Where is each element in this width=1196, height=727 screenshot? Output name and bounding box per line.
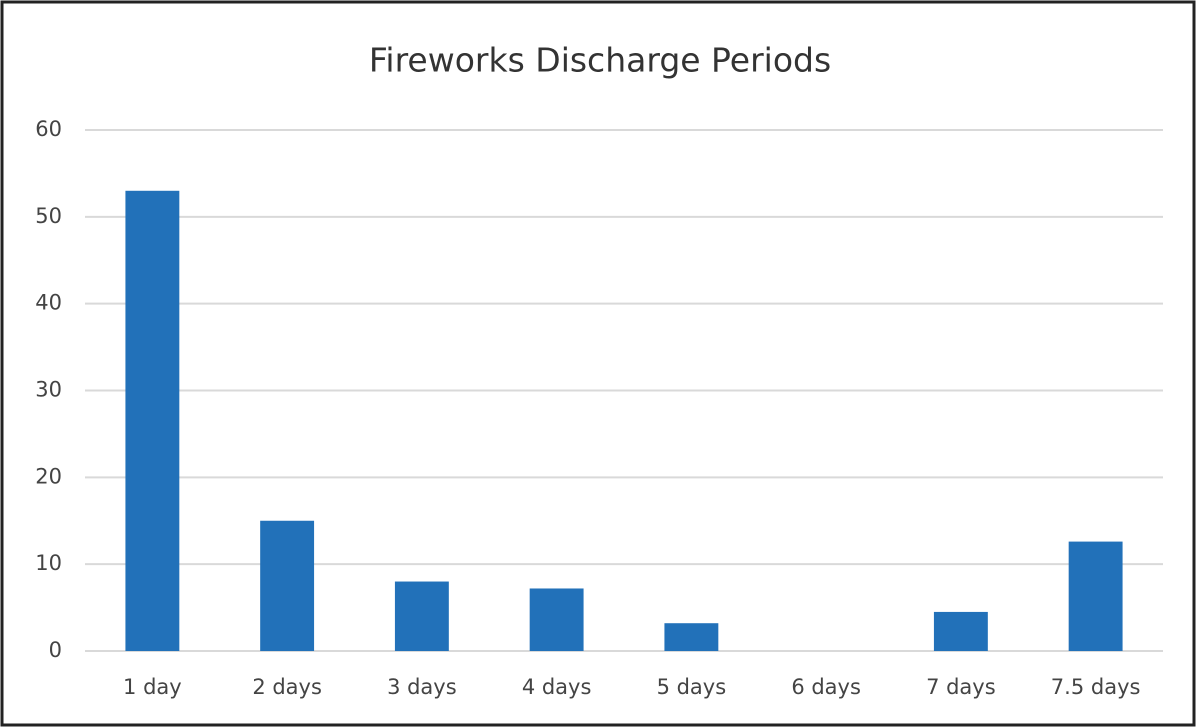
bar <box>260 520 315 651</box>
y-tick-label: 50 <box>35 204 62 228</box>
y-tick-label: 10 <box>35 551 62 575</box>
x-tick-label: 4 days <box>522 675 592 699</box>
bar <box>664 623 719 651</box>
bar <box>933 611 988 651</box>
chart-title: Fireworks Discharge Periods <box>369 41 831 80</box>
x-tick-label: 1 day <box>123 675 182 699</box>
x-tick-label: 6 days <box>791 675 861 699</box>
x-tick-label: 7 days <box>926 675 996 699</box>
x-tick-label: 5 days <box>657 675 727 699</box>
y-tick-label: 0 <box>49 638 62 662</box>
x-tick-label: 2 days <box>252 675 322 699</box>
y-tick-label: 60 <box>35 117 62 141</box>
y-tick-label: 30 <box>35 378 62 402</box>
y-tick-label: 40 <box>35 291 62 315</box>
bar <box>394 581 449 651</box>
bar <box>1068 541 1123 651</box>
x-tick-label: 7.5 days <box>1051 675 1141 699</box>
bar <box>125 190 180 652</box>
bar <box>529 588 584 651</box>
x-tick-label: 3 days <box>387 675 457 699</box>
y-tick-label: 20 <box>35 464 62 488</box>
